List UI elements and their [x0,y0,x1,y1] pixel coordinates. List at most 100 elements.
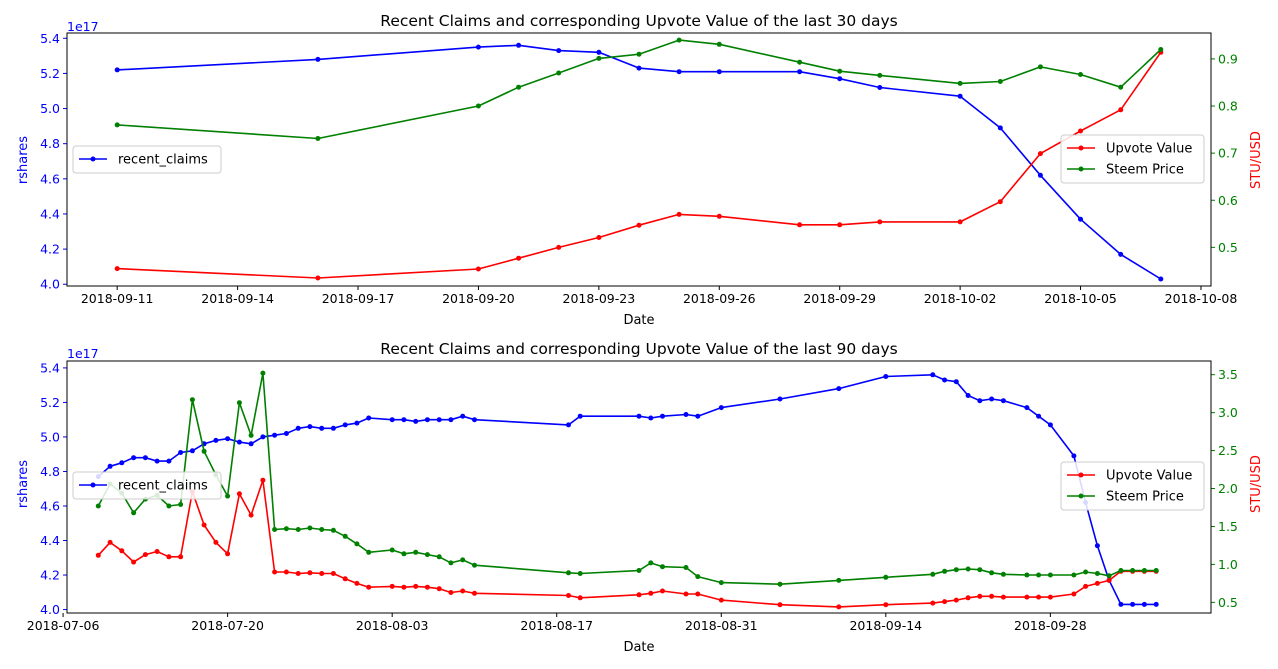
legend-marker [1078,166,1084,172]
data-point [877,85,883,90]
chart-90-days-offset-label: 1e17 [67,346,99,361]
legend-box [1060,461,1205,511]
chart-30-days-ylabel-left: rshares [16,136,31,184]
y-right-tick-label: 3.5 [1218,367,1238,382]
data-point [566,593,571,598]
data-point [648,590,654,596]
data-point [424,417,430,423]
data-point [877,72,883,78]
y-left-tick-label: 4.6 [40,498,60,513]
data-point [837,222,843,228]
x-tick-label: 2018-09-20 [442,291,515,306]
data-point [315,56,321,62]
y-left-tick-label: 4.0 [40,277,60,292]
data-point [997,199,1003,205]
x-tick-label: 2018-09-14 [849,618,922,633]
data-point [319,425,325,431]
data-point [883,374,889,379]
data-point [942,377,948,383]
data-point [695,574,701,580]
data-point [272,569,278,575]
data-point [566,422,571,428]
data-point [648,415,654,421]
data-point [718,580,724,586]
data-point [695,413,701,419]
x-tick-label: 2018-08-31 [685,618,758,633]
data-point [1071,572,1077,578]
data-point [189,397,195,403]
data-point [953,567,959,573]
data-point [1037,151,1043,157]
data-point [1047,594,1053,600]
y-left-tick-label: 5.2 [40,66,60,81]
data-point [131,559,137,565]
data-point [295,527,301,532]
data-point [283,569,289,575]
data-point [577,413,583,419]
data-point [1083,583,1089,589]
data-point [556,48,562,54]
data-point [930,372,936,378]
y-right-tick-label: 0.7 [1218,146,1238,161]
data-point [577,595,583,601]
legend-marker [90,482,96,488]
data-point [516,84,522,90]
legend: recent_claims [72,471,222,500]
data-point [777,581,783,587]
data-point [837,76,843,82]
data-point [248,441,254,447]
chart-30-days-title: Recent Claims and corresponding Upvote V… [380,12,897,30]
data-point [472,562,477,568]
data-point [716,41,722,47]
data-point [366,584,372,590]
data-point [930,571,936,577]
legend-label: Steem Price [1106,490,1184,505]
series-line-upvote-value [117,51,1162,279]
data-point [178,554,184,560]
legend-label: Upvote Value [1106,469,1192,484]
data-point [475,266,481,272]
data-point [119,548,125,554]
y-right-tick-label: 0.5 [1218,240,1238,255]
data-point [977,567,983,573]
data-point [1094,580,1100,586]
data-point [1024,572,1030,578]
chart-30-days-ylabel-right: STU/USD [1249,131,1264,189]
data-point [942,599,948,605]
data-point [401,584,407,590]
data-point [718,405,724,411]
data-point [342,422,348,428]
data-point [797,69,803,75]
data-point [1130,601,1136,607]
data-point [472,590,477,596]
data-point [957,93,963,99]
data-point [1078,72,1083,77]
data-point [676,211,682,217]
data-point [260,477,266,483]
data-point [716,213,722,219]
data-point [189,448,195,454]
data-point [315,136,321,141]
y-left-tick-label: 5.0 [40,101,60,116]
data-point [957,80,963,86]
data-point [977,398,983,404]
legend-label: Upvote Value [1106,142,1192,157]
y-right-tick-label: 0.6 [1218,193,1238,208]
data-point [389,547,395,553]
data-point [1000,594,1006,600]
y-left-tick-label: 4.4 [40,206,60,221]
data-point [1118,601,1124,607]
legend-label: Steem Price [1106,163,1184,178]
legend-box [1060,134,1205,184]
y-right-tick-label: 1.5 [1218,519,1238,534]
data-point [366,415,372,421]
legend-marker [1078,472,1084,478]
data-point [1071,591,1077,597]
legend-box [72,471,222,500]
data-point [1141,568,1147,573]
data-point [1106,577,1112,583]
chart-90-days-xlabel: Date [623,640,654,655]
data-point [315,275,321,281]
x-tick-label: 2018-09-23 [563,291,636,306]
